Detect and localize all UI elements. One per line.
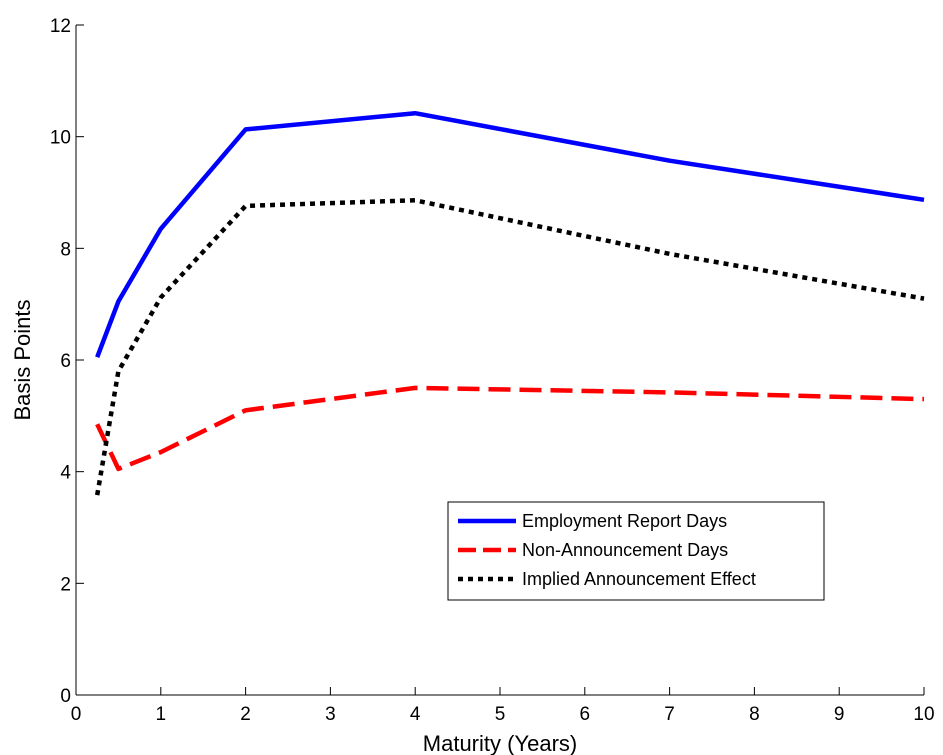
y-tick-label: 2 (60, 574, 71, 595)
x-tick-label: 1 (156, 704, 167, 725)
x-tick-label: 2 (240, 704, 251, 725)
series-layer (94, 110, 925, 496)
y-tick-label: 12 (50, 16, 71, 37)
x-tick-label: 3 (325, 704, 336, 725)
x-tick-label: 6 (580, 704, 591, 725)
y-tick-label: 4 (60, 463, 71, 484)
x-axis-title: Maturity (Years) (423, 731, 577, 755)
x-tick-label: 0 (71, 704, 82, 725)
series-line-3 (94, 198, 925, 496)
y-tick-label: 10 (50, 128, 71, 149)
series-line-1 (95, 110, 925, 358)
y-tick-label: 8 (60, 239, 71, 260)
legend-label-2: Non-Announcement Days (522, 540, 728, 560)
legend-label-1: Employment Report Days (522, 511, 727, 531)
x-tick-label: 8 (749, 704, 760, 725)
x-tick-label: 10 (913, 704, 934, 725)
x-tick-label: 7 (664, 704, 675, 725)
x-tick-label: 9 (834, 704, 845, 725)
y-axis-title: Basis Points (10, 299, 35, 420)
y-tick-label: 0 (60, 686, 71, 707)
legend-label-3: Implied Announcement Effect (522, 569, 756, 589)
series-line-2 (95, 385, 925, 472)
y-tick-label: 6 (60, 351, 71, 372)
legend: Employment Report Days Non-Announcement D… (447, 501, 825, 601)
x-tick-label: 5 (495, 704, 506, 725)
x-tick-label: 4 (410, 704, 421, 725)
